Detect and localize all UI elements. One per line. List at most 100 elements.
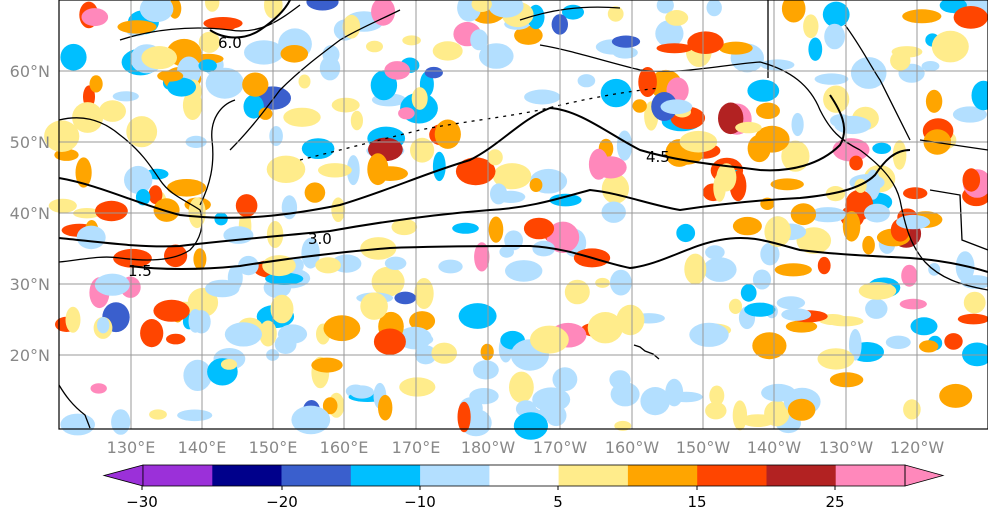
anomaly-blob bbox=[473, 360, 499, 380]
colorbar bbox=[102, 464, 945, 490]
anomaly-blob bbox=[595, 277, 610, 288]
anomaly-blob bbox=[224, 322, 262, 347]
anomaly-blob bbox=[281, 195, 298, 220]
anomaly-blob bbox=[167, 77, 197, 97]
lat-label: 50°N bbox=[10, 133, 50, 152]
colorbar-tick-label: −30 bbox=[126, 493, 158, 511]
anomaly-blob bbox=[411, 87, 428, 110]
contour-lines bbox=[58, 0, 988, 273]
anomaly-blob bbox=[892, 140, 907, 170]
anomaly-blob bbox=[291, 405, 331, 435]
anomaly-blob bbox=[611, 35, 641, 48]
anomaly-blob bbox=[140, 319, 164, 348]
contour-label-6-0: 6.0 bbox=[218, 34, 242, 52]
anomaly-blob bbox=[530, 325, 569, 354]
anomaly-blob bbox=[384, 256, 407, 270]
lon-label: 170°E bbox=[392, 438, 441, 457]
anomaly-blob bbox=[822, 1, 850, 28]
anomaly-blob bbox=[81, 8, 109, 27]
anomaly-blob bbox=[399, 377, 436, 397]
hawaii-islands bbox=[633, 344, 660, 360]
map-panel: 6.0 4.5 3.0 1.5 bbox=[44, 0, 988, 440]
anomaly-blob bbox=[432, 41, 463, 61]
anomaly-blob bbox=[198, 59, 217, 73]
anomaly-blob bbox=[474, 242, 490, 272]
anomaly-blob bbox=[957, 313, 988, 325]
anomaly-blob bbox=[192, 53, 224, 64]
anomaly-blob bbox=[432, 151, 446, 182]
anomaly-blob bbox=[394, 291, 417, 305]
kamchatka-coast bbox=[229, 9, 401, 151]
anomaly-blob bbox=[939, 383, 973, 408]
philippines-coast bbox=[58, 384, 91, 429]
anomaly-blob bbox=[75, 157, 92, 188]
lon-label: 140°W bbox=[747, 438, 802, 457]
anomaly-blob bbox=[665, 10, 689, 26]
anomaly-blob bbox=[458, 303, 497, 329]
state-border bbox=[929, 189, 988, 251]
anomaly-blob bbox=[817, 256, 831, 275]
anomaly-blob bbox=[770, 178, 804, 191]
anomaly-blob bbox=[752, 332, 787, 360]
colorbar-bin bbox=[558, 465, 629, 486]
anomaly-blob bbox=[600, 78, 632, 108]
contour-4-5 bbox=[58, 94, 846, 219]
anomaly-blob bbox=[732, 216, 762, 236]
anomaly-blob bbox=[188, 309, 203, 333]
anomaly-blob bbox=[764, 216, 791, 248]
anomaly-blob bbox=[269, 126, 283, 146]
anomaly-blob bbox=[787, 398, 816, 421]
bering-coast bbox=[519, 6, 621, 21]
anomaly-blob bbox=[808, 37, 823, 61]
anomaly-blob bbox=[850, 57, 887, 89]
anomaly-blob bbox=[760, 242, 780, 266]
map-frame bbox=[58, 0, 988, 430]
anomaly-blob bbox=[952, 106, 987, 123]
colorbar-bin bbox=[420, 465, 490, 486]
anomaly-blob bbox=[331, 197, 346, 222]
anomaly-blob bbox=[99, 100, 126, 122]
anomaly-blob bbox=[266, 221, 284, 248]
anomaly-blob bbox=[480, 343, 494, 361]
anomaly-blob bbox=[242, 72, 269, 97]
anomaly-blob bbox=[166, 333, 186, 345]
anomaly-blob bbox=[803, 14, 819, 39]
anomaly-blob bbox=[896, 214, 931, 230]
anomaly-blob bbox=[732, 400, 748, 431]
anomaly-blob bbox=[862, 235, 875, 255]
anomaly-blob bbox=[492, 163, 532, 190]
colorbar-bin bbox=[627, 465, 698, 486]
anomaly-blob bbox=[126, 116, 158, 148]
anomaly-blob bbox=[438, 259, 463, 274]
anomaly-blob bbox=[607, 6, 624, 22]
anomaly-blob bbox=[214, 212, 228, 226]
anomaly-blob bbox=[431, 342, 458, 364]
anomaly-blob bbox=[616, 304, 645, 336]
anomaly-blob bbox=[776, 296, 806, 310]
anomaly-blob bbox=[902, 9, 942, 24]
anomaly-blob bbox=[532, 387, 571, 412]
anomaly-blob bbox=[872, 142, 892, 154]
anomaly-blob bbox=[609, 370, 631, 390]
anomaly-blob bbox=[371, 266, 405, 297]
anomaly-blob bbox=[298, 74, 311, 89]
anomaly-blob bbox=[756, 102, 780, 120]
anomaly-blob bbox=[48, 198, 77, 213]
anomaly-blob bbox=[676, 223, 696, 243]
anomaly-blob bbox=[457, 401, 471, 433]
anomaly-blob bbox=[781, 0, 806, 23]
colorbar-bin bbox=[766, 465, 837, 486]
anomaly-blob bbox=[919, 340, 939, 353]
na-west-coast bbox=[859, 149, 988, 291]
anomaly-blob bbox=[198, 31, 220, 53]
lon-label: 160°E bbox=[320, 438, 369, 457]
anomaly-blob bbox=[220, 359, 238, 370]
lat-label: 60°N bbox=[10, 62, 50, 81]
anomaly-blob bbox=[402, 35, 421, 46]
anomaly-blob bbox=[97, 317, 110, 334]
anomaly-blob bbox=[849, 329, 862, 361]
anomaly-blob bbox=[601, 173, 630, 204]
anomaly-blob bbox=[829, 372, 864, 388]
anomaly-blob bbox=[885, 335, 911, 349]
anomaly-blob bbox=[304, 182, 326, 203]
